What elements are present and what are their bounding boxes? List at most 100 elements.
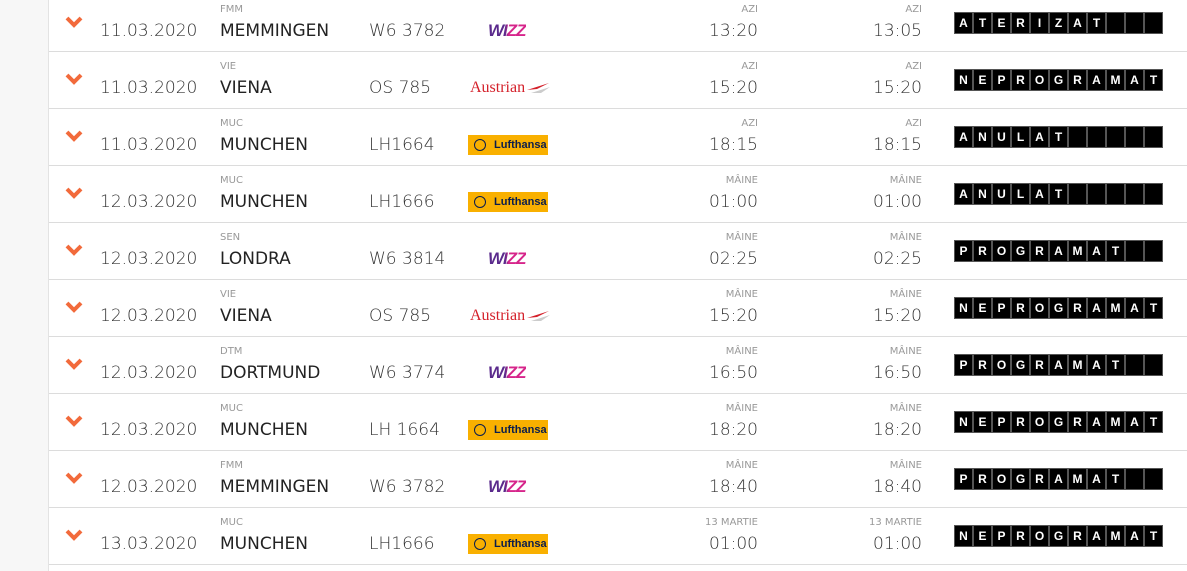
status-letter-cell: U bbox=[992, 126, 1011, 148]
chevron-down-icon[interactable] bbox=[65, 72, 83, 86]
scheduled-time: 13:20 bbox=[709, 21, 758, 41]
status-letter-cell: M bbox=[1106, 69, 1125, 91]
status-letter-cell: G bbox=[1011, 468, 1030, 490]
scheduled-day-label: MÂINE bbox=[725, 232, 758, 243]
chevron-down-icon[interactable] bbox=[65, 15, 83, 29]
status-letter-cell: T bbox=[1049, 183, 1068, 205]
status-letter-cell: T bbox=[1106, 468, 1125, 490]
destination-city: MEMMINGEN bbox=[220, 477, 330, 497]
status-letter-cell: M bbox=[1106, 525, 1125, 547]
status-letter-cell bbox=[1144, 468, 1163, 490]
scheduled-day-label: 13 MARTIE bbox=[705, 517, 758, 528]
scheduled-day-label: MÂINE bbox=[725, 175, 758, 186]
status-letter-cell: R bbox=[973, 240, 992, 262]
status-letter-cell: O bbox=[992, 354, 1011, 376]
chevron-down-icon[interactable] bbox=[65, 300, 83, 314]
status-letter-cell: M bbox=[1068, 354, 1087, 376]
flight-number: LH1666 bbox=[369, 534, 435, 554]
status-letter-cell: O bbox=[1030, 69, 1049, 91]
chevron-down-icon[interactable] bbox=[65, 129, 83, 143]
airport-code: MUC bbox=[220, 517, 243, 528]
estimated-time: 15:20 bbox=[873, 306, 922, 326]
lufthansa-logo: Lufthansa bbox=[468, 135, 548, 155]
status-letter-cell: A bbox=[1087, 69, 1106, 91]
lufthansa-logo: Lufthansa bbox=[468, 534, 548, 554]
status-letter-cell: R bbox=[1011, 411, 1030, 433]
status-letter-cell: P bbox=[954, 240, 973, 262]
estimated-time: 18:20 bbox=[873, 420, 922, 440]
status-letter-cell: L bbox=[1011, 183, 1030, 205]
chevron-down-icon[interactable] bbox=[65, 528, 83, 542]
status-letter-cell: A bbox=[1049, 240, 1068, 262]
status-letter-cell: A bbox=[1125, 297, 1144, 319]
status-letter-cell bbox=[1125, 354, 1144, 376]
flight-row[interactable]: 11.03.2020 VIE VIENA OS 785 Austrian AZI… bbox=[49, 52, 1187, 109]
wizz-air-logo: WIZZ bbox=[468, 363, 548, 383]
lufthansa-crane-icon bbox=[474, 139, 486, 151]
status-letter-cell bbox=[1144, 183, 1163, 205]
status-letter-cell: O bbox=[1030, 411, 1049, 433]
status-letter-cell: G bbox=[1011, 354, 1030, 376]
estimated-day-label: MÂINE bbox=[889, 403, 922, 414]
estimated-time: 18:15 bbox=[873, 135, 922, 155]
status-letter-cell: P bbox=[992, 525, 1011, 547]
flight-number: W6 3774 bbox=[369, 363, 446, 383]
status-letter-cell: A bbox=[1125, 411, 1144, 433]
austrian-airlines-logo: Austrian bbox=[468, 78, 550, 98]
status-letter-cell: R bbox=[1030, 468, 1049, 490]
status-letter-cell: O bbox=[992, 240, 1011, 262]
estimated-time: 13:05 bbox=[873, 21, 922, 41]
flight-row[interactable]: 12.03.2020 FMM MEMMINGEN W6 3782 WIZZ MÂ… bbox=[49, 451, 1187, 508]
status-letter-cell: A bbox=[1030, 183, 1049, 205]
flight-row[interactable]: 12.03.2020 DTM DORTMUND W6 3774 WIZZ MÂI… bbox=[49, 337, 1187, 394]
airline-name: Lufthansa bbox=[494, 424, 547, 436]
flight-row[interactable]: 11.03.2020 MUC MUNCHEN LH1664 Lufthansa … bbox=[49, 109, 1187, 166]
chevron-down-icon[interactable] bbox=[65, 186, 83, 200]
status-letter-cell: P bbox=[954, 468, 973, 490]
flight-number: W6 3782 bbox=[369, 477, 446, 497]
airport-code: MUC bbox=[220, 175, 243, 186]
destination-city: MUNCHEN bbox=[220, 135, 308, 155]
estimated-day-label: MÂINE bbox=[889, 232, 922, 243]
status-letter-cell: A bbox=[1087, 240, 1106, 262]
lufthansa-logo: Lufthansa bbox=[468, 420, 548, 440]
status-letter-cell: N bbox=[954, 297, 973, 319]
status-letter-cell: A bbox=[1087, 354, 1106, 376]
chevron-down-icon[interactable] bbox=[65, 471, 83, 485]
flight-number: W6 3782 bbox=[369, 21, 446, 41]
flight-row[interactable]: 11.03.2020 FMM MEMMINGEN W6 3782 WIZZ AZ… bbox=[49, 0, 1187, 52]
status-letter-cell: A bbox=[1125, 69, 1144, 91]
airline-name: WIZZ bbox=[488, 477, 527, 496]
status-letter-cell: N bbox=[973, 183, 992, 205]
destination-city: MUNCHEN bbox=[220, 534, 308, 554]
airport-code: FMM bbox=[220, 4, 244, 15]
flight-row[interactable]: 13.03.2020 MUC MUNCHEN LH1666 Lufthansa … bbox=[49, 508, 1187, 565]
scheduled-time: 15:20 bbox=[709, 78, 758, 98]
flight-row[interactable]: 12.03.2020 SEN LONDRA W6 3814 WIZZ MÂINE… bbox=[49, 223, 1187, 280]
status-letter-cell: A bbox=[954, 12, 973, 34]
wizz-air-logo: WIZZ bbox=[468, 477, 548, 497]
destination-city: VIENA bbox=[220, 78, 272, 98]
status-letter-cell: E bbox=[973, 525, 992, 547]
flight-number: OS 785 bbox=[369, 306, 432, 326]
flight-row[interactable]: 12.03.2020 MUC MUNCHEN LH 1664 Lufthansa… bbox=[49, 394, 1187, 451]
chevron-down-icon[interactable] bbox=[65, 243, 83, 257]
flight-row[interactable]: 12.03.2020 MUC MUNCHEN LH1666 Lufthansa … bbox=[49, 166, 1187, 223]
status-letter-cell: E bbox=[973, 411, 992, 433]
scheduled-time: 16:50 bbox=[709, 363, 758, 383]
airport-code: MUC bbox=[220, 403, 243, 414]
airport-code: DTM bbox=[220, 346, 243, 357]
status-letter-cell: A bbox=[1087, 525, 1106, 547]
status-letter-cell: P bbox=[992, 69, 1011, 91]
estimated-day-label: 13 MARTIE bbox=[869, 517, 922, 528]
chevron-down-icon[interactable] bbox=[65, 357, 83, 371]
airport-code: FMM bbox=[220, 460, 244, 471]
airline-name: Austrian bbox=[470, 79, 526, 96]
airline-name: Lufthansa bbox=[494, 196, 547, 208]
flight-row[interactable]: 12.03.2020 VIE VIENA OS 785 Austrian MÂI… bbox=[49, 280, 1187, 337]
lufthansa-crane-icon bbox=[474, 538, 486, 550]
chevron-down-icon[interactable] bbox=[65, 414, 83, 428]
